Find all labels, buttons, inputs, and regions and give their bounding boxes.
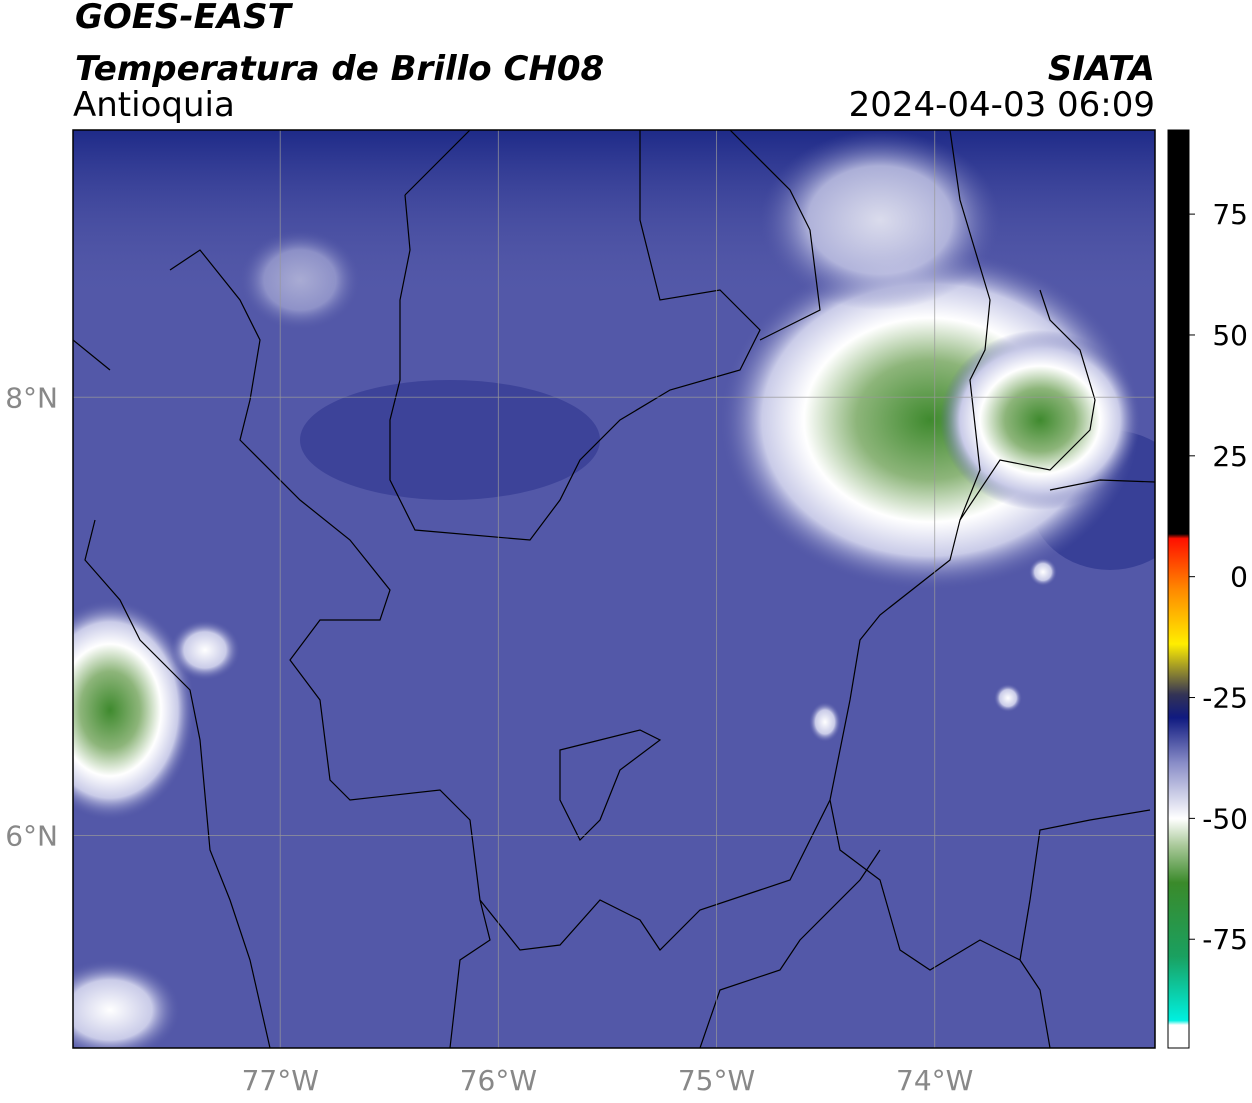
colorbar-tick-label: 75	[1212, 198, 1248, 231]
colorbar-tick-label: 25	[1212, 440, 1248, 473]
subtitle: Temperatura de Brillo CH08	[75, 49, 604, 89]
colorbar	[1167, 129, 1190, 1049]
source: SIATA	[1048, 49, 1155, 89]
colorbar-tick-label: -50	[1202, 802, 1248, 835]
colorbar-tick-label: 50	[1212, 319, 1248, 352]
lon-tick-label: 75°W	[678, 1064, 755, 1097]
title: GOES-EAST	[75, 0, 294, 37]
colorbar-tick-label: -25	[1202, 682, 1248, 715]
lon-tick-label: 76°W	[460, 1064, 537, 1097]
colorbar-tick-label: 0	[1230, 561, 1248, 594]
colorbar-tick-label: -75	[1202, 923, 1248, 956]
map-frame	[72, 129, 1156, 1049]
datetime: 2024-04-03 06:09	[849, 85, 1155, 125]
lat-tick-label: 8°N	[5, 381, 58, 414]
lat-tick-label: 6°N	[5, 819, 58, 852]
region: Antioquia	[73, 85, 235, 125]
lon-tick-label: 77°W	[242, 1064, 319, 1097]
map-image	[73, 130, 1155, 1048]
graticule	[73, 130, 1155, 1048]
lon-tick-label: 74°W	[896, 1064, 973, 1097]
